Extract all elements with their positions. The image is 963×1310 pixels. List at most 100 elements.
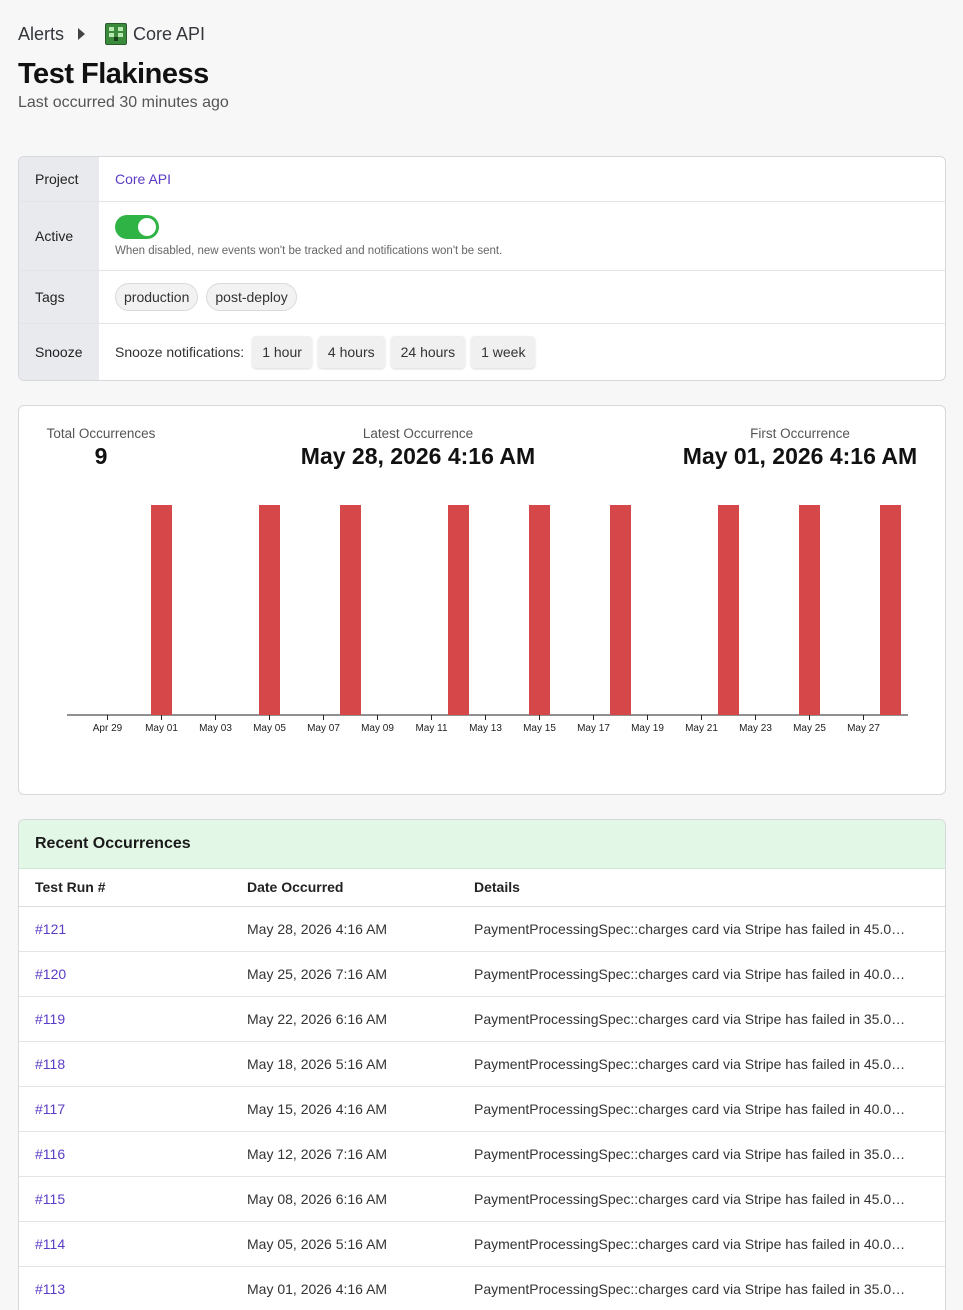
- test-run-link[interactable]: #117: [35, 1100, 66, 1117]
- x-tick-label: May 03: [199, 723, 232, 734]
- chart-bar[interactable]: [718, 505, 739, 715]
- occurrence-chart-panel: Total Occurrences 9 Latest Occurrence Ma…: [18, 405, 946, 795]
- tags-label: Tags: [19, 271, 99, 323]
- date-cell: May 15, 2026 4:16 AM: [247, 1086, 474, 1132]
- first-occurrence-label: First Occurrence: [750, 426, 850, 441]
- latest-occurrence-stat: Latest Occurrence May 28, 2026 4:16 AM: [288, 426, 548, 470]
- total-occurrences-value: 9: [94, 443, 108, 469]
- x-tick-label: May 23: [739, 723, 772, 734]
- x-tick-label: May 17: [577, 723, 610, 734]
- active-row: Active When disabled, new events won't b…: [19, 202, 945, 271]
- project-label: Project: [19, 157, 99, 201]
- test-run-link[interactable]: #116: [35, 1145, 66, 1162]
- x-tick-label: Apr 29: [93, 723, 123, 734]
- column-header-details[interactable]: Details: [474, 869, 945, 907]
- date-cell: May 25, 2026 7:16 AM: [247, 951, 474, 997]
- date-cell: May 28, 2026 4:16 AM: [247, 906, 474, 952]
- total-occurrences-label: Total Occurrences: [46, 426, 156, 441]
- test-run-link[interactable]: #118: [35, 1055, 66, 1072]
- table-row[interactable]: #119 May 22, 2026 6:16 AM PaymentProcess…: [19, 996, 945, 1042]
- tags-row: Tags production post-deploy: [19, 271, 945, 324]
- last-occurred-text: Last occurred 30 minutes ago: [18, 94, 229, 111]
- recent-occurrences-panel: Recent Occurrences Test Run # Date Occur…: [18, 819, 946, 1310]
- page-title: Test Flakiness: [18, 58, 209, 90]
- breadcrumb-project-link[interactable]: Core API: [133, 23, 206, 44]
- test-run-link[interactable]: #114: [35, 1235, 66, 1252]
- details-cell: PaymentProcessingSpec::charges card via …: [474, 1190, 911, 1207]
- date-cell: May 18, 2026 5:16 AM: [247, 1041, 474, 1087]
- alert-properties-panel: Project Core API Active When disabled, n…: [18, 156, 946, 381]
- x-tick-label: May 13: [469, 723, 502, 734]
- first-occurrence-value: May 01, 2026 4:16 AM: [682, 443, 918, 469]
- details-cell: PaymentProcessingSpec::charges card via …: [474, 1235, 911, 1252]
- x-tick-label: May 19: [631, 723, 664, 734]
- details-cell: PaymentProcessingSpec::charges card via …: [474, 965, 911, 982]
- project-row: Project Core API: [19, 157, 945, 202]
- date-cell: May 22, 2026 6:16 AM: [247, 996, 474, 1042]
- table-row[interactable]: #121 May 28, 2026 4:16 AM PaymentProcess…: [19, 906, 945, 952]
- details-cell: PaymentProcessingSpec::charges card via …: [474, 1100, 911, 1117]
- breadcrumb: Alerts Core API: [18, 22, 205, 46]
- x-tick-label: May 07: [307, 723, 340, 734]
- snooze-row: Snooze Snooze notifications: 1 hour 4 ho…: [19, 324, 945, 380]
- test-run-link[interactable]: #113: [35, 1280, 66, 1297]
- column-header-test-run[interactable]: Test Run #: [19, 869, 247, 907]
- x-tick-label: May 15: [523, 723, 556, 734]
- x-tick-label: May 11: [415, 723, 447, 734]
- snooze-1-hour-button[interactable]: 1 hour: [252, 336, 312, 368]
- occurrences-table: Test Run # Date Occurred Details #121 Ma…: [19, 869, 945, 1310]
- table-row[interactable]: #114 May 05, 2026 5:16 AM PaymentProcess…: [19, 1221, 945, 1267]
- snooze-24-hours-button[interactable]: 24 hours: [390, 336, 466, 368]
- date-cell: May 12, 2026 7:16 AM: [247, 1131, 474, 1177]
- chart-bar[interactable]: [529, 505, 550, 715]
- chart-bar[interactable]: [340, 505, 361, 715]
- snooze-label: Snooze: [19, 324, 99, 380]
- project-icon: [105, 23, 128, 45]
- snooze-4-hours-button[interactable]: 4 hours: [317, 336, 385, 368]
- test-run-link[interactable]: #120: [35, 965, 67, 982]
- chart-bar[interactable]: [151, 505, 172, 715]
- breadcrumb-alerts-link[interactable]: Alerts: [18, 23, 65, 44]
- test-run-link[interactable]: #121: [35, 920, 67, 937]
- chart-bar[interactable]: [448, 505, 469, 715]
- x-tick-label: May 25: [793, 723, 826, 734]
- x-tick-label: May 21: [685, 723, 718, 734]
- details-cell: PaymentProcessingSpec::charges card via …: [474, 1280, 911, 1297]
- tag-post-deploy[interactable]: post-deploy: [206, 283, 297, 311]
- test-run-link[interactable]: #115: [35, 1190, 66, 1207]
- table-row[interactable]: #115 May 08, 2026 6:16 AM PaymentProcess…: [19, 1176, 945, 1222]
- table-header-row: Test Run # Date Occurred Details: [19, 869, 945, 907]
- table-row[interactable]: #118 May 18, 2026 5:16 AM PaymentProcess…: [19, 1041, 945, 1087]
- table-row[interactable]: #116 May 12, 2026 7:16 AM PaymentProcess…: [19, 1131, 945, 1177]
- project-link[interactable]: Core API: [115, 171, 172, 187]
- table-row[interactable]: #120 May 25, 2026 7:16 AM PaymentProcess…: [19, 951, 945, 997]
- details-cell: PaymentProcessingSpec::charges card via …: [474, 1055, 911, 1072]
- test-run-link[interactable]: #119: [35, 1010, 66, 1027]
- column-header-date[interactable]: Date Occurred: [247, 869, 474, 907]
- active-toggle[interactable]: [115, 215, 159, 239]
- occurrences-bar-chart: Apr 29 May 01 May 03 May 05 May 07 May 09 May …: [67, 505, 908, 734]
- first-occurrence-stat: First Occurrence May 01, 2026 4:16 AM: [669, 426, 931, 470]
- snooze-1-week-button[interactable]: 1 week: [471, 336, 536, 368]
- x-tick-label: May 27: [847, 723, 880, 734]
- total-occurrences-stat: Total Occurrences 9: [41, 426, 161, 470]
- snooze-prompt: Snooze notifications:: [115, 344, 245, 360]
- latest-occurrence-value: May 28, 2026 4:16 AM: [300, 443, 536, 469]
- active-label: Active: [19, 202, 99, 270]
- x-tick-label: May 01: [145, 723, 178, 734]
- date-cell: May 08, 2026 6:16 AM: [247, 1176, 474, 1222]
- chart-bar[interactable]: [259, 505, 280, 715]
- chart-bar[interactable]: [880, 505, 901, 715]
- details-cell: PaymentProcessingSpec::charges card via …: [474, 1145, 911, 1162]
- active-hint: When disabled, new events won't be track…: [115, 245, 503, 257]
- chart-bar[interactable]: [610, 505, 631, 715]
- date-cell: May 01, 2026 4:16 AM: [247, 1266, 474, 1310]
- x-tick-label: May 05: [253, 723, 286, 734]
- details-cell: PaymentProcessingSpec::charges card via …: [474, 920, 911, 937]
- x-tick-label: May 09: [361, 723, 394, 734]
- recent-occurrences-header: Recent Occurrences: [19, 820, 945, 869]
- table-row[interactable]: #113 May 01, 2026 4:16 AM PaymentProcess…: [19, 1266, 945, 1310]
- table-row[interactable]: #117 May 15, 2026 4:16 AM PaymentProcess…: [19, 1086, 945, 1132]
- tag-production[interactable]: production: [115, 283, 199, 311]
- chart-bar[interactable]: [799, 505, 820, 715]
